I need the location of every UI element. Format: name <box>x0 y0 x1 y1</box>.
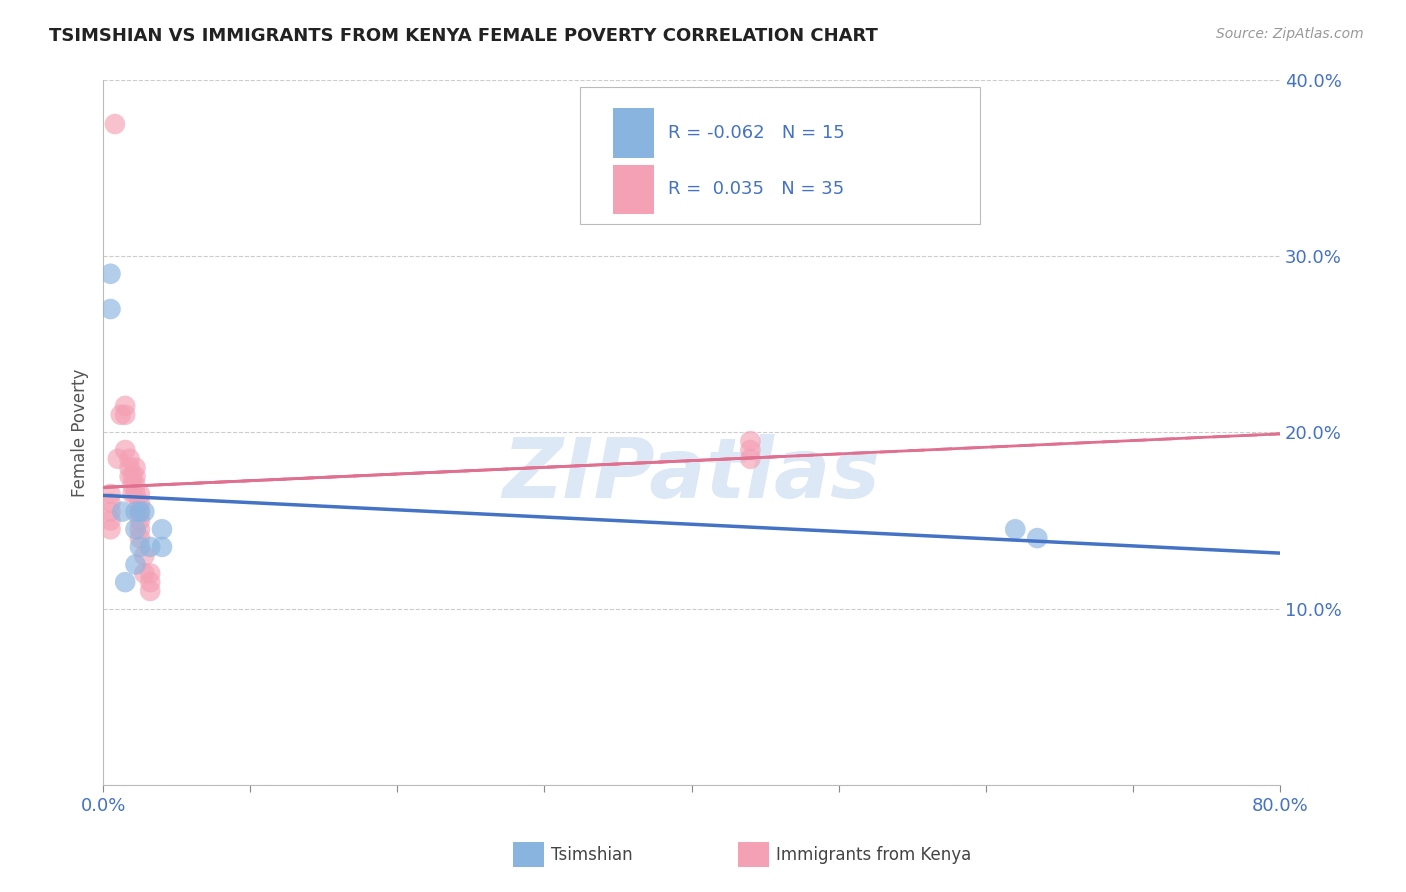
Point <box>114 399 136 413</box>
Point <box>124 460 146 475</box>
Point <box>121 478 143 492</box>
Point <box>107 451 129 466</box>
Point <box>100 496 122 510</box>
Point <box>114 408 136 422</box>
Point <box>1004 522 1026 536</box>
Point <box>124 522 146 536</box>
Y-axis label: Female Poverty: Female Poverty <box>72 368 89 497</box>
Text: ZIPatlas: ZIPatlas <box>503 434 880 516</box>
Point <box>100 301 122 316</box>
Point <box>139 575 162 590</box>
Text: Tsimshian: Tsimshian <box>551 846 633 863</box>
FancyBboxPatch shape <box>613 164 654 214</box>
Point <box>1026 531 1049 545</box>
Point <box>118 460 141 475</box>
Point <box>124 558 146 572</box>
Point <box>124 505 146 519</box>
Text: TSIMSHIAN VS IMMIGRANTS FROM KENYA FEMALE POVERTY CORRELATION CHART: TSIMSHIAN VS IMMIGRANTS FROM KENYA FEMAL… <box>49 27 879 45</box>
Point <box>139 566 162 581</box>
Point <box>129 531 152 545</box>
Point <box>114 442 136 457</box>
Point <box>100 505 122 519</box>
Point <box>110 408 132 422</box>
Point <box>129 496 152 510</box>
Point <box>150 540 173 554</box>
Point <box>118 469 141 483</box>
Point <box>150 522 173 536</box>
Point <box>121 469 143 483</box>
Point <box>104 117 127 131</box>
Point <box>124 469 146 483</box>
Point <box>100 267 122 281</box>
Point <box>129 505 152 519</box>
Point <box>129 522 152 536</box>
Point <box>124 478 146 492</box>
Point <box>129 505 152 519</box>
Text: Immigrants from Kenya: Immigrants from Kenya <box>776 846 972 863</box>
Point <box>740 451 762 466</box>
Point <box>129 487 152 501</box>
Point <box>740 434 762 449</box>
Point <box>118 451 141 466</box>
Text: R =  0.035   N = 35: R = 0.035 N = 35 <box>668 180 844 198</box>
Point <box>139 540 162 554</box>
Point <box>114 575 136 590</box>
Point <box>100 522 122 536</box>
Point <box>139 583 162 598</box>
Point <box>124 487 146 501</box>
Text: R = -0.062   N = 15: R = -0.062 N = 15 <box>668 124 845 142</box>
Point <box>121 487 143 501</box>
Point <box>740 442 762 457</box>
Point <box>134 505 156 519</box>
Point <box>129 513 152 527</box>
Point <box>100 487 122 501</box>
Point <box>100 513 122 527</box>
Point <box>129 540 152 554</box>
Point <box>111 505 134 519</box>
FancyBboxPatch shape <box>579 87 980 225</box>
Point <box>134 549 156 563</box>
Text: Source: ZipAtlas.com: Source: ZipAtlas.com <box>1216 27 1364 41</box>
FancyBboxPatch shape <box>613 108 654 158</box>
Point <box>134 566 156 581</box>
